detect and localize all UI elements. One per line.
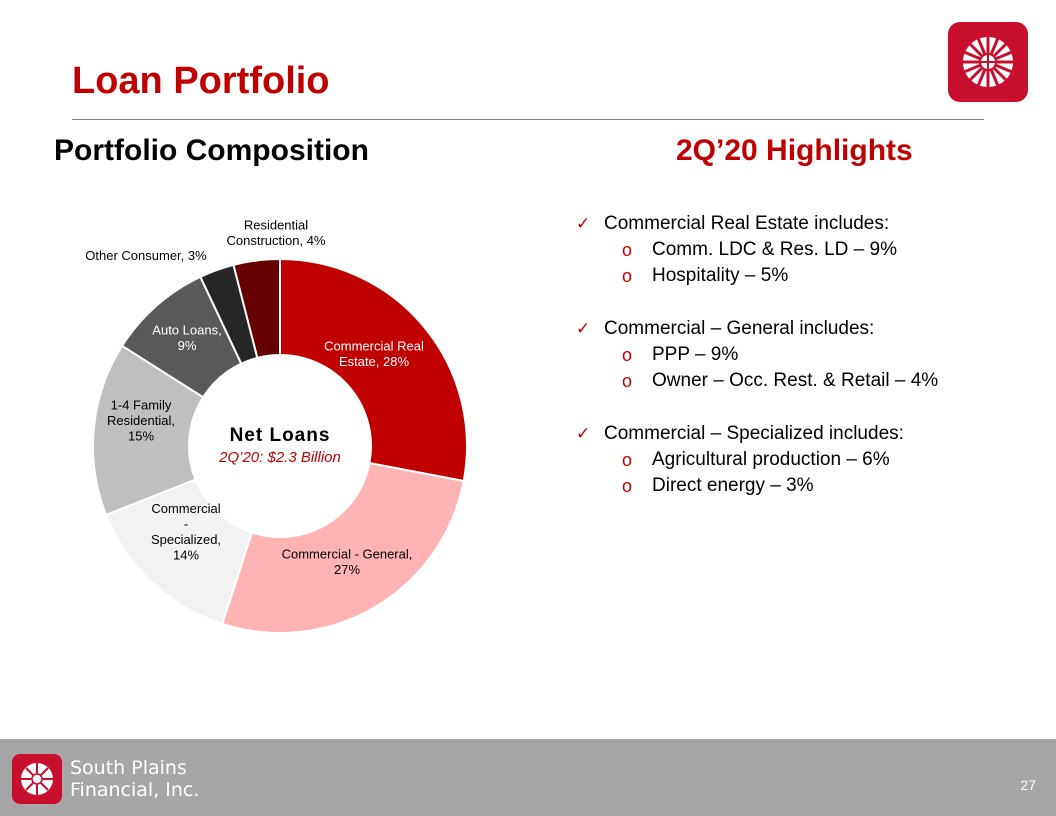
donut-slice (92, 344, 205, 517)
highlight-group: ✓ Commercial – Specialized includes: o A… (576, 420, 1026, 499)
slice-label: Other Consumer, 3% (85, 248, 207, 263)
circle-bullet-icon: o (622, 476, 633, 496)
slice-label: Residential Construction, 4% (227, 217, 326, 248)
highlight-label: Commercial Real Estate includes: (604, 213, 890, 234)
slice-label: 1-4 Family Residential, 15% (107, 398, 175, 444)
circle-bullet-icon: o (622, 266, 633, 286)
highlight-item: Comm. LDC & Res. LD – 9% (652, 239, 897, 260)
donut-center-subtitle: 2Q’20: $2.3 Billion (218, 449, 341, 466)
highlight-item: Hospitality – 5% (652, 265, 789, 286)
donut-center-title: Net Loans (230, 425, 331, 446)
highlight-label: Commercial – Specialized includes: (604, 423, 904, 444)
highlight-label: Commercial – General includes: (604, 318, 875, 339)
highlight-item: Direct energy – 3% (652, 475, 814, 496)
circle-bullet-icon: o (622, 371, 633, 391)
slice-label: Commercial Real Estate, 28% (324, 338, 424, 369)
portfolio-composition-heading: Portfolio Composition (54, 134, 369, 167)
company-logo-icon (948, 22, 1028, 102)
donut-slices (92, 257, 468, 634)
company-name-line2: Financial, Inc. (70, 779, 200, 801)
slice-label: Commercial -Specialized, 14% (151, 501, 221, 563)
circle-bullet-icon: o (622, 240, 633, 260)
donut-slice (279, 257, 468, 483)
checkmark-icon: ✓ (576, 319, 591, 338)
slice-label: Auto Loans, 9% (152, 322, 221, 353)
company-name-line1: South Plains (70, 757, 187, 779)
title-divider (72, 119, 984, 120)
company-name: South Plains Financial, Inc. (70, 757, 199, 801)
donut-slice (220, 461, 465, 634)
circle-bullet-icon: o (622, 345, 633, 365)
loan-portfolio-donut-chart: Commercial Real Estate, 28% Commercial - G… (85, 217, 468, 634)
highlights-heading: 2Q’20 Highlights (676, 134, 913, 167)
slice-label: Commercial - General, 27% (282, 546, 413, 577)
highlight-item: PPP – 9% (652, 344, 739, 365)
checkmark-icon: ✓ (576, 214, 591, 233)
highlight-group: ✓ Commercial Real Estate includes: o Com… (576, 210, 1026, 289)
footer-bar: South Plains Financial, Inc. 27 (0, 739, 1056, 816)
highlight-item: Owner – Occ. Rest. & Retail – 4% (652, 370, 939, 391)
page-number: 27 (1020, 777, 1036, 793)
highlights-list: ✓ Commercial Real Estate includes: o Com… (576, 210, 1026, 525)
footer-logo-icon (12, 754, 62, 804)
page-title: Loan Portfolio (72, 60, 330, 102)
checkmark-icon: ✓ (576, 424, 591, 443)
donut-slice-labels: Commercial Real Estate, 28% Commercial - G… (85, 217, 424, 577)
circle-bullet-icon: o (622, 450, 633, 470)
donut-slice (232, 257, 281, 360)
highlight-group: ✓ Commercial – General includes: o PPP –… (576, 315, 1026, 394)
highlight-item: Agricultural production – 6% (652, 449, 890, 470)
